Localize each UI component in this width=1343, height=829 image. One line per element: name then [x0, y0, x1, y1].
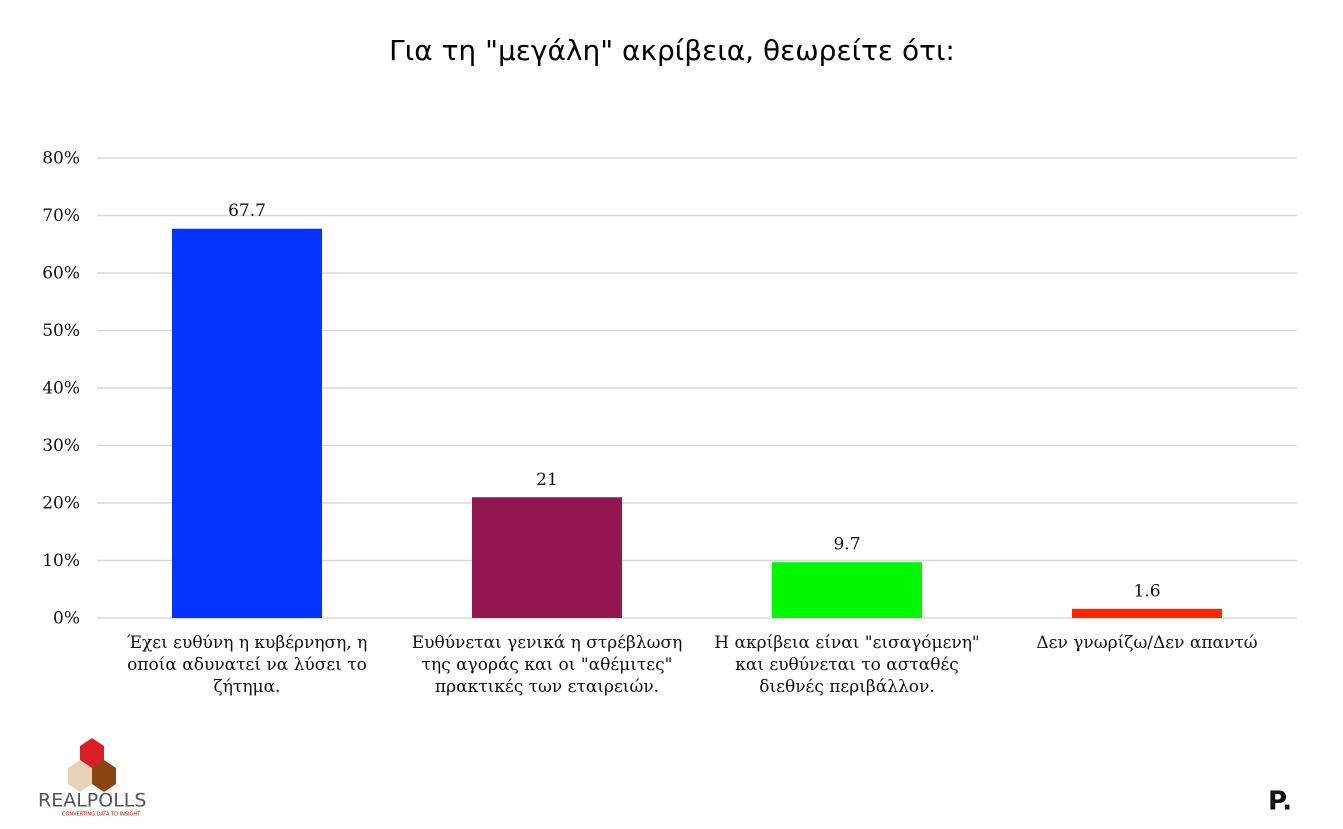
brand-tagline: CONVERTING DATA TO INSIGHT — [62, 812, 141, 818]
x-tick-label: Ευθύνεται γενικά η στρέβλωση της αγοράς … — [411, 633, 683, 697]
y-tick-label: 0% — [53, 609, 80, 629]
y-tick-label: 10% — [42, 551, 80, 571]
bar — [472, 497, 622, 618]
y-tick-label: 60% — [42, 264, 80, 284]
y-tick-label: 30% — [42, 436, 80, 456]
x-tick-label: Έχει ευθύνη η κυβέρνηση, η οποία αδυνατε… — [126, 633, 368, 697]
chart-title: Για τη "μεγάλη" ακρίβεια, θεωρείτε ότι: — [389, 34, 955, 67]
x-tick-label: Δεν γνωρίζω/Δεν απαντώ — [1036, 633, 1258, 653]
data-label: 1.6 — [1133, 581, 1160, 601]
bar — [1072, 608, 1222, 618]
y-tick-label: 50% — [42, 321, 80, 341]
bar — [172, 228, 322, 618]
x-tick-label: Η ακρίβεια είναι "εισαγόμενη" και ευθύνε… — [714, 633, 980, 697]
y-tick-label: 20% — [42, 494, 80, 514]
logo-left: REALPOLLS CONVERTING DATA TO INSIGHT — [38, 738, 146, 818]
data-label: 9.7 — [833, 535, 860, 555]
y-tick-label: 70% — [42, 206, 80, 226]
brand-name: REALPOLLS — [38, 790, 146, 812]
brand-right: P. — [1268, 787, 1292, 817]
data-label: 67.7 — [228, 201, 266, 221]
y-tick-label: 80% — [42, 149, 80, 169]
data-label: 21 — [536, 470, 558, 490]
y-tick-label: 40% — [42, 379, 80, 399]
bar — [772, 562, 922, 618]
